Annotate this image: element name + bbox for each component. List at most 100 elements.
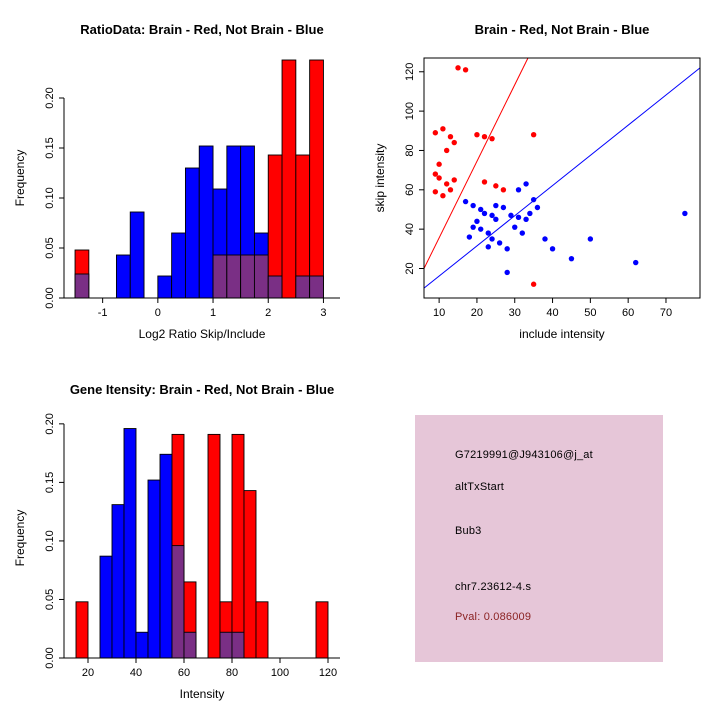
notbrain-fit-line <box>423 67 701 289</box>
data-point <box>500 187 507 193</box>
hist-bar-overlap <box>219 631 233 659</box>
hist-bar <box>255 601 269 659</box>
data-point <box>478 226 484 232</box>
data-point <box>451 177 457 183</box>
hist-bar <box>184 167 200 299</box>
y-tick-label: 80 <box>404 144 416 156</box>
y-tick-label: 120 <box>404 63 416 81</box>
data-point <box>493 202 499 209</box>
hist-bar <box>129 211 145 299</box>
data-point <box>504 246 510 252</box>
data-point <box>478 206 484 213</box>
hist-bar <box>75 601 89 659</box>
data-point <box>530 196 537 203</box>
data-point <box>432 189 439 195</box>
x-tick-label: 80 <box>226 667 238 679</box>
data-point <box>587 236 594 242</box>
hist-bar <box>315 601 329 659</box>
x-tick-label: 0 <box>155 307 161 319</box>
hist-bar <box>159 453 173 659</box>
data-point <box>447 187 454 193</box>
data-point <box>432 130 439 136</box>
data-point <box>489 236 495 242</box>
y-tick-label: 0.15 <box>44 137 56 158</box>
data-point <box>455 65 461 71</box>
x-tick-label: 100 <box>271 667 289 679</box>
data-point <box>489 135 495 142</box>
y-tick-label: 0.00 <box>44 287 56 308</box>
chart-title: Gene Itensity: Brain - Red, Not Brain - … <box>70 382 334 397</box>
data-point <box>493 183 499 189</box>
x-tick-label: 40 <box>130 667 142 679</box>
hist-bar <box>147 479 161 659</box>
data-point <box>519 230 526 236</box>
hist-bar-overlap <box>295 275 311 299</box>
data-point <box>523 181 529 187</box>
x-tick-label: 50 <box>584 307 596 319</box>
hist-bar <box>111 504 125 659</box>
data-point <box>474 218 480 224</box>
hist-bar-overlap <box>74 273 90 299</box>
hist-bar <box>309 59 324 299</box>
y-tick-label: 20 <box>404 262 416 274</box>
x-tick-label: -1 <box>98 307 108 319</box>
data-point <box>568 255 575 262</box>
data-point <box>443 147 450 154</box>
x-tick-label: 30 <box>509 307 521 319</box>
data-point <box>440 126 446 132</box>
y-tick-label: 0.20 <box>44 87 56 108</box>
hist-bar-overlap <box>267 275 283 299</box>
data-point <box>515 187 522 193</box>
brain-fit-line <box>423 57 529 269</box>
plot-box <box>423 57 701 299</box>
y-tick-label: 0.05 <box>44 237 56 258</box>
y-axis-label: Frequency <box>13 510 27 567</box>
data-point <box>470 224 476 230</box>
data-point <box>470 202 476 209</box>
hist-bar-overlap <box>171 545 185 659</box>
data-point <box>542 236 548 242</box>
x-axis-label: include intensity <box>519 327 604 341</box>
event-type-line: altTxStart <box>455 481 505 493</box>
data-point <box>462 67 469 73</box>
y-axis-label: skip intensity <box>373 144 387 213</box>
data-point <box>633 259 639 266</box>
data-point <box>436 175 442 181</box>
x-axis-label: Intensity <box>180 687 225 701</box>
x-tick-label: 2 <box>265 307 271 319</box>
hist-bar-overlap <box>240 254 255 299</box>
pval-line: Pval: 0.086009 <box>455 611 532 623</box>
hist-bar <box>135 631 149 659</box>
y-tick-label: 0.05 <box>44 589 56 610</box>
y-tick-label: 0.10 <box>44 187 56 208</box>
hist-bar-overlap <box>183 631 197 659</box>
hist-bar <box>99 555 113 659</box>
data-point <box>530 132 537 138</box>
gene-intensity-histogram-chart: 20 40 60 80 100 120 0.00 0.05 0.10 0.15 0.20 Intens… <box>13 382 340 701</box>
x-tick-label: 20 <box>82 667 94 679</box>
y-axis-label: Frequency <box>13 150 27 207</box>
y-tick-label: 0.15 <box>44 472 56 493</box>
data-point <box>481 179 488 185</box>
hist-bar <box>123 428 137 659</box>
hist-bar-overlap <box>309 275 324 299</box>
chart-title: Brain - Red, Not Brain - Blue <box>475 22 650 37</box>
y-tick-label: 0.20 <box>44 413 56 434</box>
data-point <box>534 204 541 211</box>
y-tick-label: 100 <box>404 102 416 120</box>
chart-title: RatioData: Brain - Red, Not Brain - Blue <box>80 22 323 37</box>
hist-bar <box>157 275 173 299</box>
y-tick-label: 40 <box>404 223 416 235</box>
x-axis-label: Log2 Ratio Skip/Include <box>139 327 266 341</box>
y-tick-label: 60 <box>404 184 416 196</box>
y-tick-label: 0.10 <box>44 530 56 551</box>
data-point <box>485 230 491 236</box>
x-tick-label: 120 <box>319 667 337 679</box>
x-tick-label: 40 <box>546 307 558 319</box>
data-point <box>493 216 499 223</box>
data-point <box>549 246 556 252</box>
data-point <box>523 216 529 223</box>
probe-id-line: G7219991@J943106@j_at <box>455 449 593 461</box>
hist-bar <box>243 490 257 659</box>
